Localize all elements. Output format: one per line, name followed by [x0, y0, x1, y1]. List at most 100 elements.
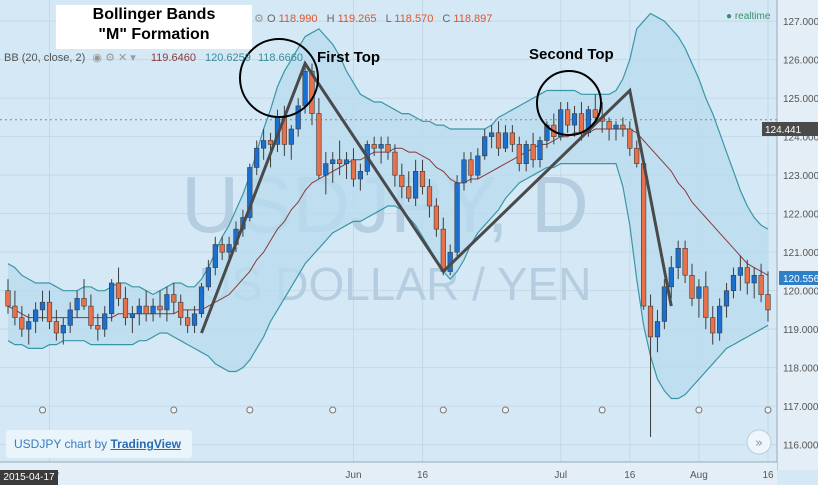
- more-icon[interactable]: ▾: [130, 52, 136, 64]
- settings-icon[interactable]: ⚙: [105, 52, 115, 64]
- candle-body: [385, 144, 391, 153]
- price-tick-label: 120.000: [783, 287, 818, 298]
- bb-legend[interactable]: BB (20, close, 2) ◉ ⚙ ✕ ▾ 119.6460 120.6…: [4, 51, 303, 64]
- bb-lower-value: 118.6660: [257, 52, 304, 64]
- time-axis: MayJun16Jul16Aug16Sep16: [0, 461, 777, 485]
- candle-body: [578, 113, 585, 134]
- bb-legend-label[interactable]: BB (20, close, 2): [4, 52, 86, 64]
- second-top-label: Second Top: [529, 46, 614, 63]
- candle-body: [32, 309, 39, 322]
- close-icon[interactable]: ✕: [118, 52, 128, 64]
- scroll-to-latest-button-bg[interactable]: [746, 429, 772, 455]
- candle-body: [12, 305, 18, 318]
- settings-gear-icon[interactable]: ⚙: [254, 13, 264, 25]
- price-axis-background: [777, 0, 818, 470]
- price-tick-label: 117.000: [783, 402, 818, 413]
- bb-basis-value: 119.6460: [150, 52, 196, 64]
- candle-body: [606, 121, 612, 130]
- candle-body: [502, 132, 509, 149]
- m-formation-path: [200, 60, 673, 334]
- event-marker: [598, 406, 606, 414]
- price-tick-label: 123.000: [783, 171, 818, 182]
- candle-body: [703, 286, 709, 318]
- credit-prefix: USDJPY chart by: [14, 437, 111, 451]
- ohlc-low-label: L: [385, 13, 392, 25]
- candle-body: [219, 244, 225, 253]
- candle-body: [191, 313, 198, 326]
- candle-body: [53, 321, 59, 334]
- current-price-tag: 124.441: [762, 122, 818, 136]
- candle-body: [433, 205, 440, 230]
- candle-body: [627, 128, 633, 149]
- last-price-tag-text: 120.556: [783, 274, 818, 285]
- candle-body: [696, 286, 702, 299]
- chart-credit: USDJPY chart by TradingView: [6, 430, 192, 458]
- candle-body: [60, 324, 66, 334]
- realtime-dot-icon: ●: [726, 11, 733, 22]
- candle-body: [122, 298, 129, 318]
- candle-body: [454, 182, 460, 253]
- candle-body: [39, 301, 46, 311]
- candle-body: [323, 163, 329, 176]
- price-tick-label: 126.000: [783, 56, 818, 67]
- candle-body: [288, 128, 294, 145]
- candle-body: [88, 305, 94, 326]
- tradingview-link[interactable]: TradingView: [110, 437, 181, 451]
- event-marker: [170, 406, 178, 414]
- candle-body: [682, 248, 688, 276]
- candle-body: [74, 298, 80, 311]
- candle-body: [668, 267, 674, 288]
- candle-body: [198, 286, 205, 314]
- candle-body: [723, 290, 730, 307]
- candle-body: [185, 317, 191, 326]
- scroll-to-latest-button[interactable]: »: [746, 429, 772, 455]
- candle-body: [488, 132, 495, 137]
- candle-body: [592, 109, 598, 118]
- candle-body: [267, 140, 274, 145]
- candle-body: [67, 309, 73, 326]
- candle-body: [730, 274, 737, 291]
- bb-upper-line: [7, 12, 769, 296]
- candle-body: [647, 305, 654, 338]
- candle-body: [558, 109, 564, 137]
- candle-body: [482, 136, 488, 157]
- candle-body: [758, 274, 764, 295]
- chart-title-box: Bollinger Bands "M" Formation: [56, 5, 252, 49]
- candle-body: [620, 124, 626, 130]
- candle-body: [336, 159, 343, 165]
- ohlc-high-value: 119.265: [337, 13, 377, 25]
- candle-body: [523, 144, 529, 164]
- eye-icon[interactable]: ◉: [92, 52, 102, 64]
- event-marker: [39, 406, 47, 414]
- ohlc-open-value: 118.990: [278, 13, 318, 25]
- candle-body: [164, 294, 170, 311]
- candle-body: [689, 274, 695, 299]
- candle-body: [378, 144, 384, 149]
- realtime-label: realtime: [734, 11, 771, 22]
- ohlc-close-label: C: [442, 13, 451, 25]
- ohlc-readout: ⚙ O 118.990 H 119.265 L 118.570 C 118.89…: [254, 12, 498, 25]
- current-price-tag-bg: [762, 122, 818, 136]
- price-tick-label: 118.000: [783, 364, 818, 375]
- candle-body: [102, 313, 108, 330]
- first-top-circle: [239, 38, 319, 118]
- candle-body: [495, 132, 502, 149]
- bb-lower-line: [7, 163, 769, 400]
- candle-body: [19, 317, 25, 330]
- price-tick-label: 127.000: [783, 17, 818, 28]
- candle-body: [171, 294, 177, 303]
- candle-body: [115, 282, 122, 299]
- candle-body: [516, 144, 522, 164]
- double-chevron-right-icon[interactable]: »: [755, 436, 763, 451]
- candle-body: [150, 305, 156, 315]
- candle-body: [392, 151, 398, 176]
- candle-body: [406, 186, 412, 199]
- time-tick-label: 16: [762, 470, 774, 481]
- candle-body: [81, 298, 87, 307]
- ohlc-close-value: 118.897: [453, 13, 493, 25]
- event-marker: [764, 406, 772, 414]
- candle-body: [585, 109, 591, 134]
- candle-body: [412, 171, 419, 199]
- candle-body: [178, 301, 184, 318]
- current-price-tag-text: 124.441: [765, 125, 802, 136]
